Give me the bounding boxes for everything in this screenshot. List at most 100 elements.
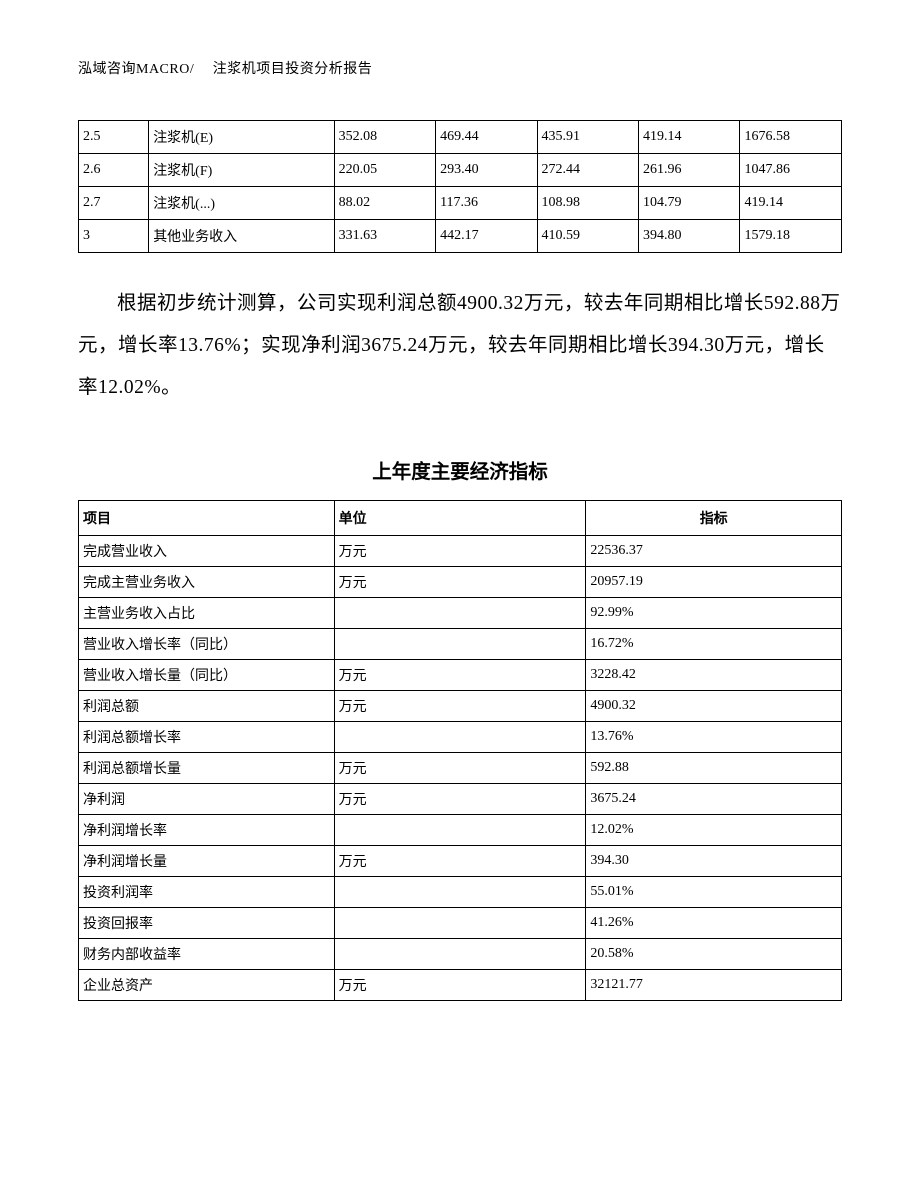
table-cell: 万元	[334, 783, 586, 814]
table-cell: 293.40	[436, 154, 537, 187]
revenue-table-body: 2.5注浆机(E)352.08469.44435.91419.141676.58…	[79, 121, 842, 253]
table-cell: 利润总额	[79, 690, 335, 721]
table-cell: 万元	[334, 535, 586, 566]
table-cell	[334, 721, 586, 752]
table-cell: 万元	[334, 845, 586, 876]
table-row: 利润总额万元4900.32	[79, 690, 842, 721]
table-cell: 55.01%	[586, 876, 842, 907]
table-cell: 3228.42	[586, 659, 842, 690]
table-cell: 352.08	[334, 121, 435, 154]
table-cell: 410.59	[537, 220, 638, 253]
indicators-header-value: 指标	[586, 500, 842, 535]
table-cell	[334, 938, 586, 969]
table-cell: 利润总额增长率	[79, 721, 335, 752]
table-cell: 20.58%	[586, 938, 842, 969]
table-cell: 企业总资产	[79, 969, 335, 1000]
table-cell: 104.79	[639, 187, 740, 220]
table-cell: 108.98	[537, 187, 638, 220]
indicators-section-title: 上年度主要经济指标	[78, 455, 842, 484]
table-cell: 88.02	[334, 187, 435, 220]
table-cell: 272.44	[537, 154, 638, 187]
table-row: 投资利润率 55.01%	[79, 876, 842, 907]
table-cell: 投资回报率	[79, 907, 335, 938]
table-row: 净利润增长率 12.02%	[79, 814, 842, 845]
table-cell: 注浆机(F)	[149, 154, 334, 187]
table-cell: 主营业务收入占比	[79, 597, 335, 628]
table-cell: 净利润增长率	[79, 814, 335, 845]
table-cell: 3	[79, 220, 149, 253]
table-cell: 完成营业收入	[79, 535, 335, 566]
table-row: 投资回报率 41.26%	[79, 907, 842, 938]
table-cell: 其他业务收入	[149, 220, 334, 253]
table-cell: 利润总额增长量	[79, 752, 335, 783]
table-cell	[334, 876, 586, 907]
table-cell: 435.91	[537, 121, 638, 154]
table-cell: 20957.19	[586, 566, 842, 597]
table-cell: 16.72%	[586, 628, 842, 659]
table-cell: 4900.32	[586, 690, 842, 721]
table-cell: 442.17	[436, 220, 537, 253]
indicators-table-body: 完成营业收入万元22536.37完成主营业务收入万元20957.19主营业务收入…	[79, 535, 842, 1000]
table-cell: 469.44	[436, 121, 537, 154]
table-cell	[334, 907, 586, 938]
document-page: 泓域咨询MACRO/ 注浆机项目投资分析报告 2.5注浆机(E)352.0846…	[0, 0, 920, 1191]
economic-indicators-table: 项目 单位 指标 完成营业收入万元22536.37完成主营业务收入万元20957…	[78, 500, 842, 1001]
table-cell: 完成主营业务收入	[79, 566, 335, 597]
revenue-breakdown-table: 2.5注浆机(E)352.08469.44435.91419.141676.58…	[78, 120, 842, 253]
table-row: 2.6注浆机(F)220.05293.40272.44261.961047.86	[79, 154, 842, 187]
table-row: 3其他业务收入331.63442.17410.59394.801579.18	[79, 220, 842, 253]
table-cell: 2.7	[79, 187, 149, 220]
table-cell: 13.76%	[586, 721, 842, 752]
table-cell: 财务内部收益率	[79, 938, 335, 969]
table-cell	[334, 628, 586, 659]
table-row: 营业收入增长率（同比）16.72%	[79, 628, 842, 659]
table-row: 利润总额增长率 13.76%	[79, 721, 842, 752]
table-cell: 1579.18	[740, 220, 842, 253]
table-cell: 419.14	[639, 121, 740, 154]
table-row: 营业收入增长量（同比）万元3228.42	[79, 659, 842, 690]
table-cell: 394.80	[639, 220, 740, 253]
table-cell: 261.96	[639, 154, 740, 187]
table-row: 2.5注浆机(E)352.08469.44435.91419.141676.58	[79, 121, 842, 154]
table-cell: 万元	[334, 690, 586, 721]
table-row: 完成主营业务收入万元20957.19	[79, 566, 842, 597]
table-row: 财务内部收益率 20.58%	[79, 938, 842, 969]
table-row: 净利润增长量万元394.30	[79, 845, 842, 876]
table-cell: 注浆机(...)	[149, 187, 334, 220]
indicators-header-unit: 单位	[334, 500, 586, 535]
table-cell	[334, 814, 586, 845]
table-cell: 1676.58	[740, 121, 842, 154]
table-cell: 3675.24	[586, 783, 842, 814]
table-row: 净利润万元3675.24	[79, 783, 842, 814]
table-cell: 331.63	[334, 220, 435, 253]
table-row: 企业总资产万元32121.77	[79, 969, 842, 1000]
table-row: 2.7注浆机(...)88.02117.36108.98104.79419.14	[79, 187, 842, 220]
table-cell: 117.36	[436, 187, 537, 220]
table-cell: 营业收入增长量（同比）	[79, 659, 335, 690]
table-cell: 220.05	[334, 154, 435, 187]
table-cell: 592.88	[586, 752, 842, 783]
table-cell: 万元	[334, 566, 586, 597]
indicators-header-item: 项目	[79, 500, 335, 535]
indicators-header-row: 项目 单位 指标	[79, 500, 842, 535]
page-header: 泓域咨询MACRO/ 注浆机项目投资分析报告	[78, 58, 842, 78]
table-row: 利润总额增长量万元592.88	[79, 752, 842, 783]
table-cell: 投资利润率	[79, 876, 335, 907]
table-cell: 2.5	[79, 121, 149, 154]
table-cell: 394.30	[586, 845, 842, 876]
table-cell: 1047.86	[740, 154, 842, 187]
table-cell: 净利润	[79, 783, 335, 814]
table-cell: 22536.37	[586, 535, 842, 566]
analysis-paragraph: 根据初步统计测算，公司实现利润总额4900.32万元，较去年同期相比增长592.…	[78, 283, 842, 409]
table-row: 完成营业收入万元22536.37	[79, 535, 842, 566]
table-cell: 万元	[334, 659, 586, 690]
table-cell: 2.6	[79, 154, 149, 187]
table-cell	[334, 597, 586, 628]
table-cell: 万元	[334, 969, 586, 1000]
table-cell: 41.26%	[586, 907, 842, 938]
table-cell: 419.14	[740, 187, 842, 220]
table-row: 主营业务收入占比 92.99%	[79, 597, 842, 628]
table-cell: 92.99%	[586, 597, 842, 628]
table-cell: 32121.77	[586, 969, 842, 1000]
table-cell: 12.02%	[586, 814, 842, 845]
